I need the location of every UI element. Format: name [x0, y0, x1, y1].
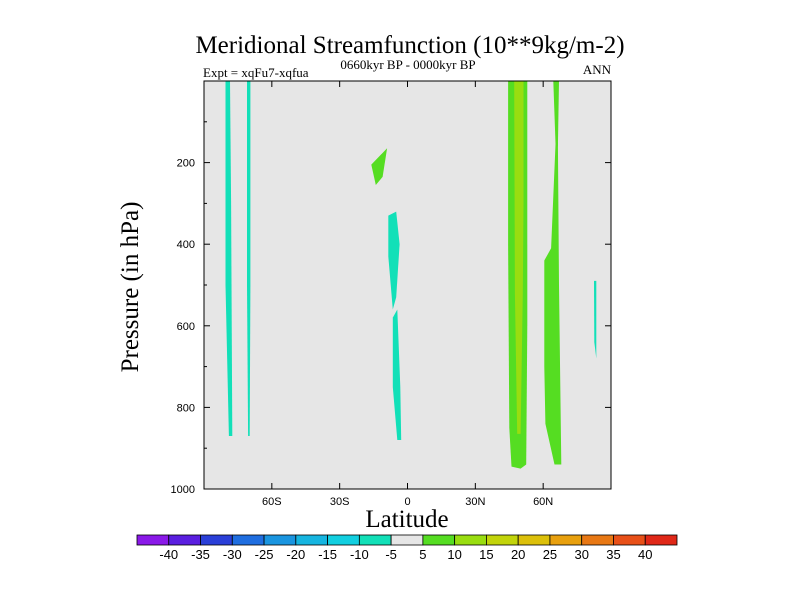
x-tick-label: 60N [533, 496, 553, 508]
contour-region-nh-midlat-band-core [514, 81, 524, 434]
x-tick-label: 60S [262, 496, 282, 508]
colorbar-label: 15 [479, 547, 493, 562]
colorbar-swatch [581, 534, 614, 546]
colorbar-swatch [168, 534, 201, 546]
chart-title: Meridional Streamfunction (10**9kg/m-2) [195, 32, 624, 59]
colorbar-label: -25 [255, 547, 274, 562]
colorbar-swatch [422, 534, 456, 546]
colorbar-swatch [549, 534, 583, 546]
y-tick-label: 200 [177, 158, 195, 170]
colorbar-label: 30 [574, 547, 588, 562]
contour-region-sh-highlat-band-b [247, 81, 251, 436]
colorbar-label: 20 [511, 547, 525, 562]
colorbar-swatch [358, 534, 392, 546]
colorbar-label: -40 [159, 547, 178, 562]
colorbar: -40 -35 -30 -25 -20 -15 -10 -5 5 10 15 20 25 30 35 40 [136, 534, 678, 562]
colorbar-label: -10 [350, 547, 369, 562]
contour-region-nh-polar-sliver [594, 280, 597, 359]
colorbar-label: -15 [318, 547, 337, 562]
colorbar-label: -5 [385, 547, 397, 562]
colorbar-label: -35 [191, 547, 210, 562]
colorbar-label: 40 [638, 547, 652, 562]
colorbar-swatch [390, 534, 424, 546]
season-label: ANN [583, 62, 612, 77]
colorbar-label: 25 [543, 547, 557, 562]
contour-region-nh-highlat-band-a [544, 142, 562, 465]
x-tick-label: 30S [330, 496, 350, 508]
period-label: 0660kyr BP - 0000kyr BP [340, 57, 475, 72]
contour-region-tropical-negative-upper [388, 211, 400, 310]
colorbar-label: -20 [286, 547, 305, 562]
colorbar-swatch [263, 534, 297, 546]
contour-region-upper-positive-patch [371, 148, 388, 185]
plot-area: 60S 30S 0 30N 60N 200 400 600 800 1000 [171, 80, 612, 508]
colorbar-swatch [200, 534, 233, 546]
x-tick-label: 30N [465, 496, 485, 508]
contour-region-nh-highlat-band-b [553, 81, 559, 147]
colorbar-swatch [486, 534, 519, 546]
y-axis-label: Pressure (in hPa) [117, 202, 144, 373]
y-tick-label: 400 [177, 239, 195, 251]
contour-region-tropical-negative-lower [392, 309, 402, 440]
colorbar-swatch [136, 534, 170, 546]
colorbar-label: 10 [447, 547, 461, 562]
colorbar-label: 5 [419, 547, 426, 562]
y-tick-label: 1000 [171, 484, 195, 496]
colorbar-swatch [454, 534, 487, 546]
colorbar-label: -30 [223, 547, 242, 562]
x-axis-label: Latitude [365, 506, 448, 533]
colorbar-swatch [231, 534, 265, 546]
colorbar-swatch [644, 534, 678, 546]
plot-background [204, 81, 611, 489]
y-tick-label: 800 [177, 402, 195, 414]
colorbar-swatch [327, 534, 360, 546]
colorbar-label: 35 [606, 547, 620, 562]
contour-region-sh-highlat-band-a [225, 81, 233, 436]
x-tick-label: 0 [404, 496, 410, 508]
y-tick-label: 600 [177, 321, 195, 333]
experiment-label: Expt = xqFu7-xqfua [203, 65, 309, 80]
colorbar-swatch [517, 534, 551, 546]
colorbar-swatch [613, 534, 646, 546]
colorbar-swatch [295, 534, 328, 546]
